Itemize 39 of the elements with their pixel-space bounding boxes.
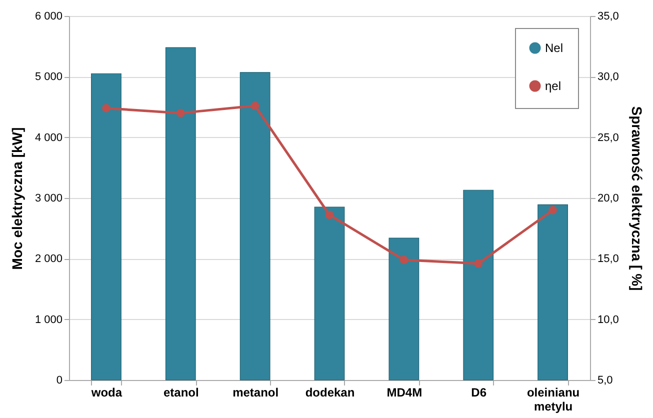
bar <box>388 238 420 380</box>
x-tick-label: oleinianu metylu <box>526 386 580 414</box>
y2-tick-label: 5,0 <box>598 374 613 386</box>
legend-label: ηel <box>545 79 562 93</box>
bar <box>314 206 345 380</box>
y2-tick-label: 25,0 <box>598 132 619 144</box>
y2-tick-label: 35,0 <box>598 10 619 22</box>
y-tick-label: 0 <box>56 374 62 386</box>
point <box>176 108 185 118</box>
y-tick-label: 2 000 <box>34 253 62 266</box>
legend-label: Nel <box>545 41 564 55</box>
point <box>548 206 557 214</box>
y2-tick-label: 10,0 <box>598 314 619 326</box>
x-tick-label: MD4M <box>386 386 422 400</box>
y2-tick-label: 15,0 <box>598 253 619 266</box>
point <box>250 102 260 110</box>
bar <box>165 47 196 380</box>
point <box>325 210 334 220</box>
y-tick-label: 4 000 <box>34 132 62 144</box>
point <box>474 259 483 268</box>
y-tick-label: 1 000 <box>34 314 62 326</box>
x-tick-label: woda <box>90 386 122 400</box>
bar <box>463 190 494 380</box>
x-tick-label: metanol <box>232 386 279 400</box>
bar <box>91 73 122 380</box>
y-tick-label: 3 000 <box>34 192 62 204</box>
x-tick-label: dodekan <box>305 386 355 400</box>
bar <box>538 204 568 380</box>
bar <box>240 72 270 380</box>
y2-tick-label: 30,0 <box>598 71 619 84</box>
x-tick-label: etanol <box>163 386 199 400</box>
y2-axis-title: Sprawność elektryczna [ %] <box>628 106 645 291</box>
y-axis-title: Moc elektryczna [kW] <box>8 127 25 270</box>
x-tick-label: D6 <box>471 386 487 400</box>
point <box>102 104 110 112</box>
y-tick-label: 5 000 <box>34 71 62 84</box>
point <box>400 256 408 264</box>
y-tick-label: 6 000 <box>34 10 62 22</box>
y2-tick-label: 20,0 <box>598 192 619 204</box>
